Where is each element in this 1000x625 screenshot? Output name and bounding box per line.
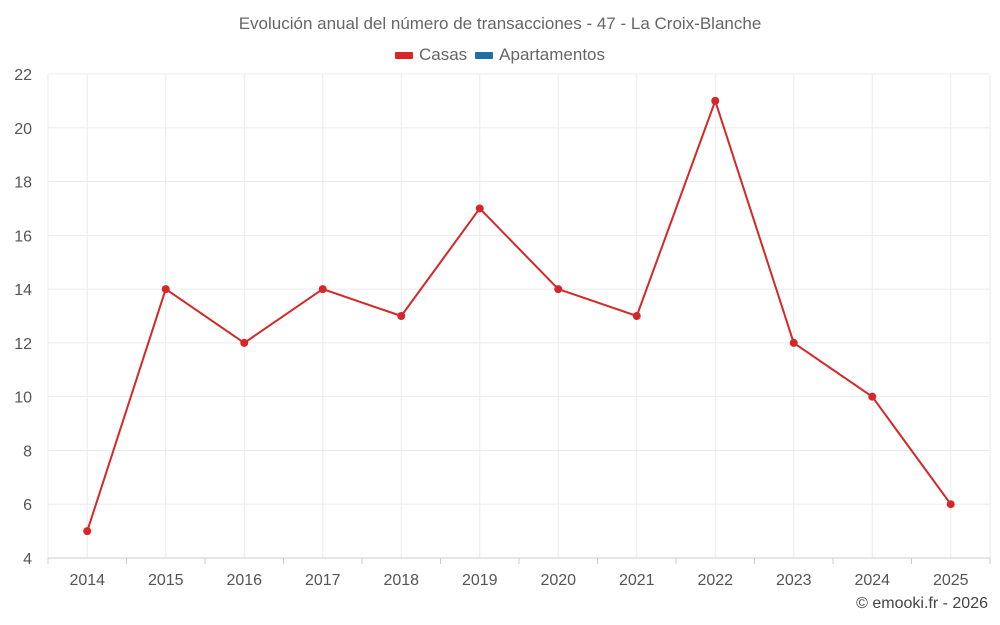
data-point (711, 96, 720, 105)
y-tick-label: 10 (14, 390, 32, 407)
data-point (397, 312, 406, 320)
series-line-casas (86, 99, 952, 532)
data-point (240, 338, 249, 347)
data-point (318, 285, 327, 294)
y-tick-label: 16 (14, 228, 32, 245)
data-point (83, 527, 92, 536)
data-point (161, 285, 170, 294)
legend-swatch-apartamentos (475, 51, 494, 59)
y-tick-label: 8 (23, 443, 32, 460)
legend-label-apartamentos: Apartamentos (499, 45, 606, 64)
data-point (868, 392, 877, 401)
legend: Casas Apartamentos (0, 45, 1000, 65)
y-tick-label: 14 (14, 282, 32, 299)
x-tick-label: 2021 (619, 572, 655, 589)
y-tick-label: 4 (23, 551, 32, 568)
chart-title: Evolución anual del número de transaccio… (238, 14, 762, 33)
y-tick-label: 12 (14, 336, 32, 353)
y-tick-label: 22 (14, 67, 32, 84)
x-tick-label: 2016 (226, 572, 262, 589)
x-tick-label: 2024 (854, 572, 890, 589)
data-point (475, 204, 484, 213)
x-tick-label: 2019 (462, 572, 498, 589)
x-tick-label: 2023 (776, 572, 812, 589)
data-point (789, 338, 798, 347)
x-tick-label: 2020 (540, 572, 576, 589)
credit-text: © emooki.fr - 2026 (856, 595, 988, 612)
legend-label-casas: Casas (418, 45, 468, 64)
y-tick-label: 20 (14, 121, 32, 138)
legend-item-casas[interactable]: Casas (394, 45, 468, 65)
y-tick-label: 6 (23, 497, 32, 514)
y-tick-label: 18 (14, 175, 32, 192)
data-point (554, 285, 563, 294)
legend-swatch-casas (394, 51, 413, 59)
legend-item-apartamentos[interactable]: Apartamentos (475, 45, 605, 65)
x-tick-label: 2015 (148, 572, 184, 589)
data-point (632, 312, 641, 320)
x-tick-label: 2025 (933, 572, 969, 589)
x-tick-label: 2014 (69, 572, 105, 589)
data-point (946, 500, 955, 509)
x-tick-label: 2022 (697, 572, 733, 589)
x-tick-label: 2018 (383, 572, 419, 589)
x-tick-label: 2017 (305, 572, 341, 589)
